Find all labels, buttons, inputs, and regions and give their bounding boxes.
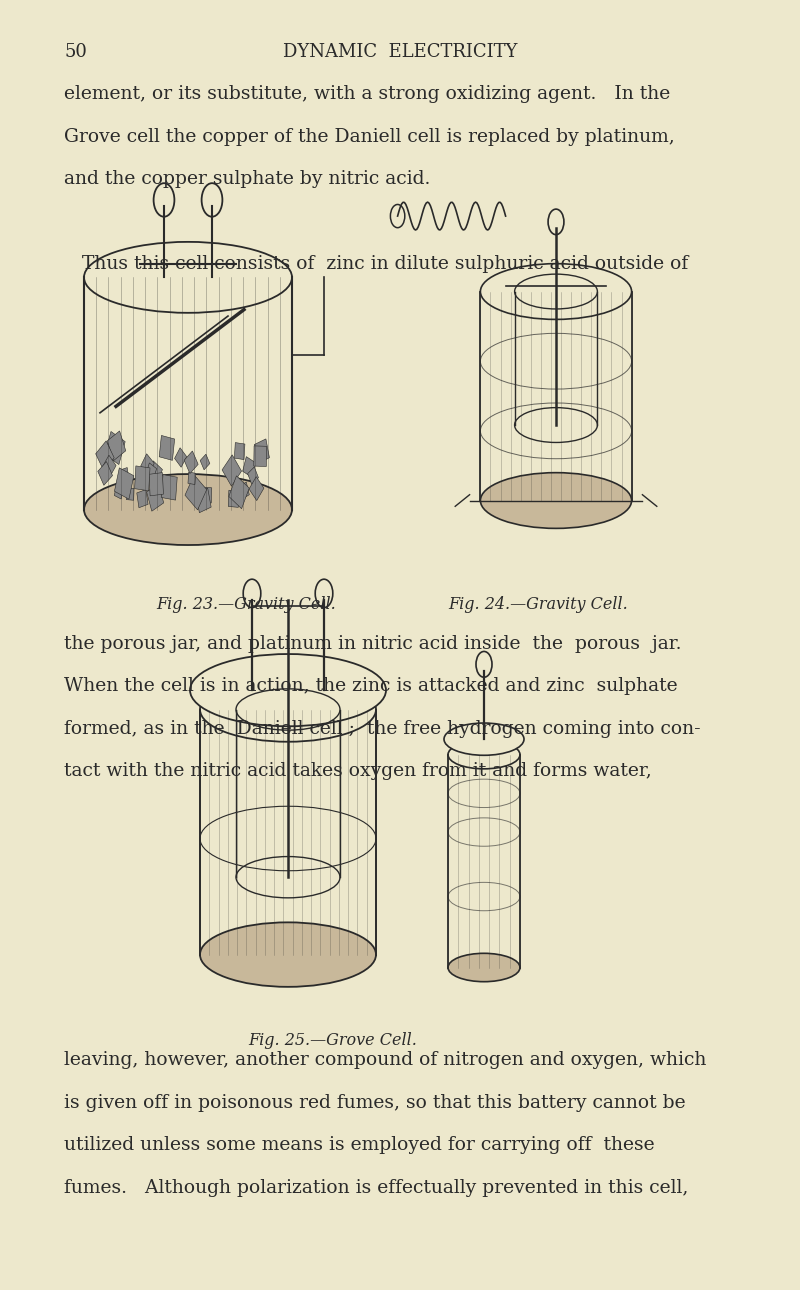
- Circle shape: [243, 579, 261, 608]
- Circle shape: [154, 183, 174, 217]
- Text: formed, as in the  Daniell cell ;  the free hydrogen coming into con-: formed, as in the Daniell cell ; the fre…: [64, 720, 701, 738]
- Text: is given off in poisonous red fumes, so that this battery cannot be: is given off in poisonous red fumes, so …: [64, 1094, 686, 1112]
- Circle shape: [202, 183, 222, 217]
- Text: Thus this cell consists of  zinc in dilute sulphuric acid outside of: Thus this cell consists of zinc in dilut…: [64, 255, 688, 273]
- Text: Grove cell the copper of the Daniell cell is replaced by platinum,: Grove cell the copper of the Daniell cel…: [64, 128, 674, 146]
- Text: leaving, however, another compound of nitrogen and oxygen, which: leaving, however, another compound of ni…: [64, 1051, 706, 1069]
- Ellipse shape: [448, 953, 520, 982]
- Text: Fig. 24.—Gravity Cell.: Fig. 24.—Gravity Cell.: [448, 596, 628, 613]
- Text: tact with the nitric acid takes oxygen from it and forms water,: tact with the nitric acid takes oxygen f…: [64, 762, 652, 780]
- Text: element, or its substitute, with a strong oxidizing agent.   In the: element, or its substitute, with a stron…: [64, 85, 670, 103]
- Ellipse shape: [480, 472, 632, 529]
- Text: Fig. 25.—Grove Cell.: Fig. 25.—Grove Cell.: [248, 1032, 417, 1049]
- Circle shape: [548, 209, 564, 235]
- Ellipse shape: [200, 922, 376, 987]
- Text: utilized unless some means is employed for carrying off  these: utilized unless some means is employed f…: [64, 1136, 654, 1155]
- Ellipse shape: [444, 722, 524, 755]
- Text: 50: 50: [64, 43, 87, 61]
- Text: fumes.   Although polarization is effectually prevented in this cell,: fumes. Although polarization is effectua…: [64, 1179, 688, 1197]
- Ellipse shape: [84, 475, 292, 546]
- Text: and the copper sulphate by nitric acid.: and the copper sulphate by nitric acid.: [64, 170, 430, 188]
- Circle shape: [390, 205, 405, 227]
- Circle shape: [315, 579, 333, 608]
- Text: Fig. 23.—Gravity Cell.: Fig. 23.—Gravity Cell.: [156, 596, 336, 613]
- Text: the porous jar, and platinum in nitric acid inside  the  porous  jar.: the porous jar, and platinum in nitric a…: [64, 635, 682, 653]
- Circle shape: [476, 651, 492, 677]
- Text: DYNAMIC  ELECTRICITY: DYNAMIC ELECTRICITY: [283, 43, 517, 61]
- Text: When the cell is in action, the zinc is attacked and zinc  sulphate: When the cell is in action, the zinc is …: [64, 677, 678, 695]
- Ellipse shape: [190, 654, 386, 726]
